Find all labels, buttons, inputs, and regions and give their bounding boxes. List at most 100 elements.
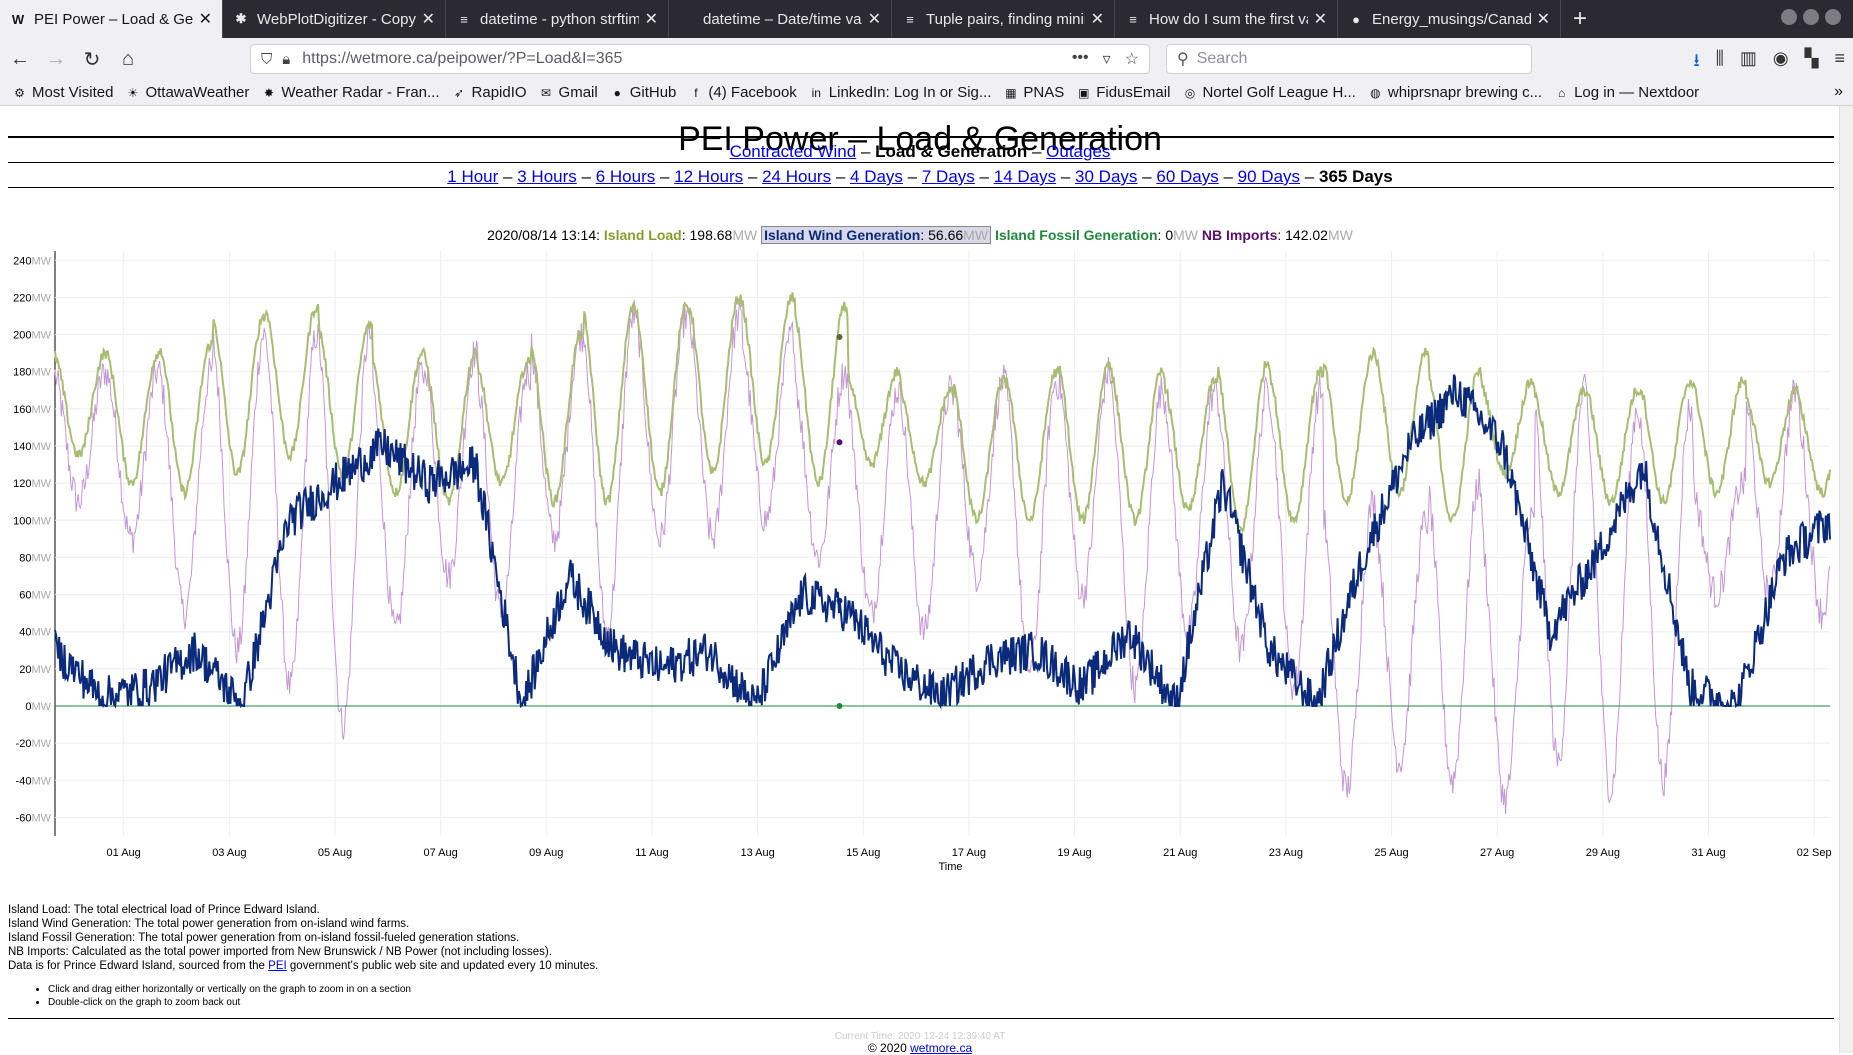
tab-favicon-icon: W [11,11,25,27]
bookmark-item[interactable]: f (4) Facebook [688,84,797,101]
tab-title: Energy_musings/Canada [1372,10,1531,28]
bookmark-item[interactable]: ⚙ Most Visited [12,84,113,101]
url-bar[interactable]: ⛉ 🔒︎ https://wetmore.ca/peipower/?P=Load… [250,44,1150,74]
fidus-icon: ▣ [1078,85,1090,100]
reload-icon[interactable]: ↻ [83,48,101,71]
site-link[interactable]: wetmore.ca [910,1041,973,1055]
close-window-icon[interactable] [1825,9,1841,25]
bookmark-item[interactable]: ➶ RapidIO [452,84,527,101]
range-link[interactable]: 7 Days [921,167,975,186]
range-link[interactable]: 6 Hours [595,167,656,186]
scrollbar[interactable] [1839,106,1853,1053]
search-icon: ⚲ [1177,51,1189,68]
chevron-more-icon[interactable]: » [1834,83,1843,100]
range-link[interactable]: 1 Hour [447,167,499,186]
bookmark-star-icon[interactable]: ☆ [1124,51,1139,68]
brewing-icon: ◍ [1370,85,1381,100]
separator: – [1060,167,1071,186]
range-link[interactable]: 14 Days [993,167,1057,186]
bookmark-item[interactable]: ● GitHub [610,84,677,101]
legend-fossil-label: Island Fossil Generation [994,227,1158,243]
account-icon[interactable]: ◉ [1772,48,1789,68]
search-input[interactable]: ⚲ Search [1166,44,1532,74]
bookmark-item[interactable]: ◎ Nortel Golf League H... [1182,84,1356,101]
note-data-source: Data is for Prince Edward Island, source… [8,959,598,973]
bookmark-item[interactable]: in LinkedIn: Log In or Sig... [809,84,992,101]
range-link[interactable]: 12 Hours [674,167,744,186]
range-link[interactable]: 24 Hours [762,167,832,186]
browser-tab[interactable]: ≡ How do I sum the first va ✕ [1115,0,1338,38]
tab-bar: W PEI Power – Load & Gene ✕ ✱ WebPlotDigitiz… [0,0,1853,38]
bookmark-label: Most Visited [32,84,114,101]
tracking-shield-icon[interactable]: ⛉ [261,50,273,68]
bookmark-item[interactable]: ☀ OttawaWeather [125,84,250,101]
x-tick-label: 03 Aug [212,847,246,859]
range-link[interactable]: 60 Days [1156,167,1219,186]
close-icon[interactable]: ✕ [198,11,212,28]
legend-unit: MW [1327,227,1353,243]
y-tick-unit: MW [31,590,51,602]
range-link[interactable]: 3 Hours [517,167,577,186]
separator: – [1223,167,1233,186]
close-icon[interactable]: ✕ [867,11,881,28]
tab-title: datetime – Date/time value [703,10,862,28]
browser-tab[interactable]: ● Energy_musings/Canada ✕ [1338,0,1561,38]
home-icon[interactable]: ⌂ [121,47,135,70]
y-tick-unit: MW [31,664,51,676]
url-text[interactable]: https://wetmore.ca/peipower/?P=Load&I=36… [302,50,1072,68]
tab-title: datetime - python strftim [480,10,639,28]
browser-tab[interactable]: ≡ Tuple pairs, finding minin ✕ [892,0,1115,38]
range-link[interactable]: 4 Days [850,167,903,186]
lock-icon[interactable]: 🔒︎ [282,50,291,68]
tab-title: How do I sum the first va [1149,10,1308,28]
close-icon[interactable]: ✕ [1090,11,1104,28]
pei-link[interactable]: PEI [268,960,287,972]
x-tick-label: 07 Aug [424,847,458,859]
legend-unit: MW [732,227,758,243]
bookmark-item[interactable]: ▣ FidusEmail [1076,84,1170,101]
browser-tab[interactable]: ✱ WebPlotDigitizer - Copy ✕ [223,0,446,38]
y-tick-unit: MW [31,738,51,750]
bookmark-item[interactable]: ✉ Gmail [539,84,598,101]
close-icon[interactable]: ✕ [644,11,658,28]
y-tick-label: 80MW [19,552,51,564]
data-note-text: Data is for Prince Edward Island, source… [8,960,269,972]
back-icon[interactable]: ← [10,47,30,70]
bookmark-item[interactable]: ✸ Weather Radar - Fran... [261,84,440,101]
maximize-icon[interactable] [1803,9,1819,25]
download-icon[interactable]: ⭳ [1693,50,1700,70]
bookmark-item[interactable]: ⌂ Log in — Nextdoor [1554,84,1699,101]
library-icon[interactable]: ⫼ [1715,48,1724,68]
range-link[interactable]: 30 Days [1075,167,1138,186]
bookmark-item[interactable]: ◍ whiprsnapr brewing c... [1368,84,1542,101]
page-actions-icon[interactable]: ••• [1071,49,1089,66]
y-tick-label: -40MW [16,775,52,787]
bookmarks-toolbar: ⚙ Most Visited ☀ OttawaWeather ✸ Weather Rada… [0,80,1853,106]
close-icon[interactable]: ✕ [1313,11,1327,28]
bookmark-label: Weather Radar - Fran... [281,84,440,101]
x-tick-label: 31 Aug [1691,847,1725,859]
pocket-icon[interactable]: ▿ [1102,51,1111,68]
browser-tab[interactable]: ≡ datetime - python strftim ✕ [446,0,669,38]
bookmark-label: FidusEmail [1096,84,1171,101]
range-nav: 1 Hour – 3 Hours – 6 Hours – 12 Hours – … [0,167,1840,187]
minimize-icon[interactable] [1781,9,1797,25]
browser-tab[interactable]: W PEI Power – Load & Gene ✕ [0,0,223,38]
outages-link[interactable]: Outages [1046,142,1111,161]
close-icon[interactable]: ✕ [421,11,435,28]
y-tick-label: 0MW [25,701,51,713]
browser-tab[interactable]: datetime – Date/time value ✕ [669,0,892,38]
pnas-icon: ▦ [1005,85,1017,100]
menu-icon[interactable]: ≡ [1834,48,1845,68]
power-chart[interactable]: 240MW220MW200MW180MW160MW140MW120MW100MW… [0,251,1840,871]
contracted-wind-link[interactable]: Contracted Wind [729,142,857,161]
extensions-icon[interactable]: ▚ [1804,48,1819,68]
y-tick-unit: MW [31,701,51,713]
sidebar-icon[interactable]: ▥ [1739,48,1757,68]
new-tab-button[interactable]: + [1573,5,1588,32]
series-line-island-wind [54,374,1831,710]
range-link[interactable]: 90 Days [1237,167,1301,186]
forward-icon[interactable]: → [46,47,66,70]
close-icon[interactable]: ✕ [1536,11,1550,28]
bookmark-item[interactable]: ▦ PNAS [1003,84,1064,101]
